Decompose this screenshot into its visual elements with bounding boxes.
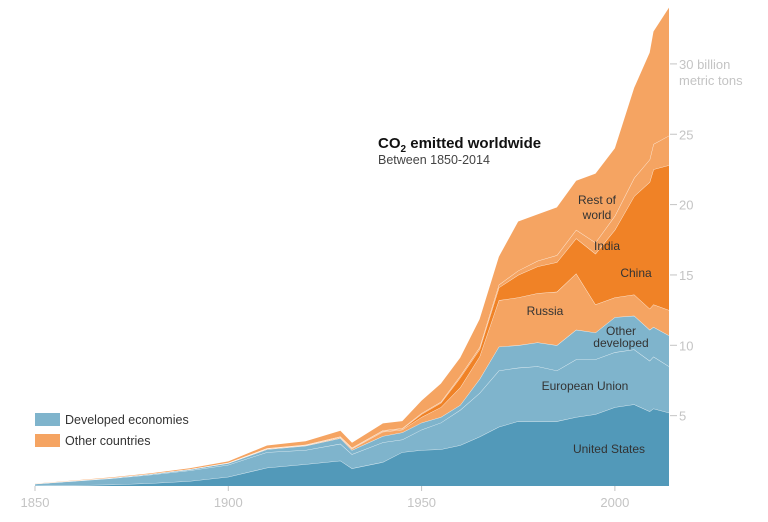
label-rest-of-world-2: world: [582, 208, 612, 222]
area-other-developed: [35, 315, 669, 484]
legend-label-other: Other countries: [65, 434, 150, 448]
x-axis: 1850 1900 1950 2000: [21, 486, 629, 510]
y-unit-label: metric tons: [679, 73, 743, 88]
label-other-developed-1: Other: [606, 324, 636, 338]
label-china: China: [620, 266, 652, 280]
x-tick-label: 1950: [407, 495, 436, 510]
y-tick-label: 5: [679, 409, 686, 424]
label-russia: Russia: [527, 304, 564, 318]
chart-title-prefix: CO: [378, 135, 401, 152]
area-layers: [34, 7, 670, 487]
x-tick-label: 1850: [21, 495, 50, 510]
label-rest-of-world-1: Rest of: [578, 193, 617, 207]
y-tick-label: 25: [679, 127, 693, 142]
area-united-states: [35, 404, 669, 486]
y-tick-label: 20: [679, 198, 693, 213]
x-tick-label: 1900: [214, 495, 243, 510]
chart-title-subscript: 2: [401, 144, 407, 155]
area-rest-of-world: [35, 7, 669, 484]
y-tick-label: 10: [679, 338, 693, 353]
legend-label-developed: Developed economies: [65, 413, 189, 427]
chart-title-suffix: emitted worldwide: [406, 135, 541, 152]
legend-swatch-developed: [35, 413, 60, 426]
chart-title: CO2 emitted worldwide: [378, 135, 541, 155]
label-other-developed-2: developed: [593, 336, 648, 350]
label-european-union: European Union: [542, 379, 629, 393]
legend: Developed economies Other countries: [35, 413, 189, 448]
chart-subtitle: Between 1850-2014: [378, 153, 490, 167]
area-european-union: [35, 349, 669, 486]
y-tick-label: 15: [679, 268, 693, 283]
legend-swatch-other: [35, 434, 60, 447]
x-tick-label: 2000: [600, 495, 629, 510]
label-india: India: [594, 239, 620, 253]
y-tick-label: 30 billion: [679, 57, 730, 72]
area-russia: [35, 273, 669, 484]
label-united-states: United States: [573, 442, 645, 456]
